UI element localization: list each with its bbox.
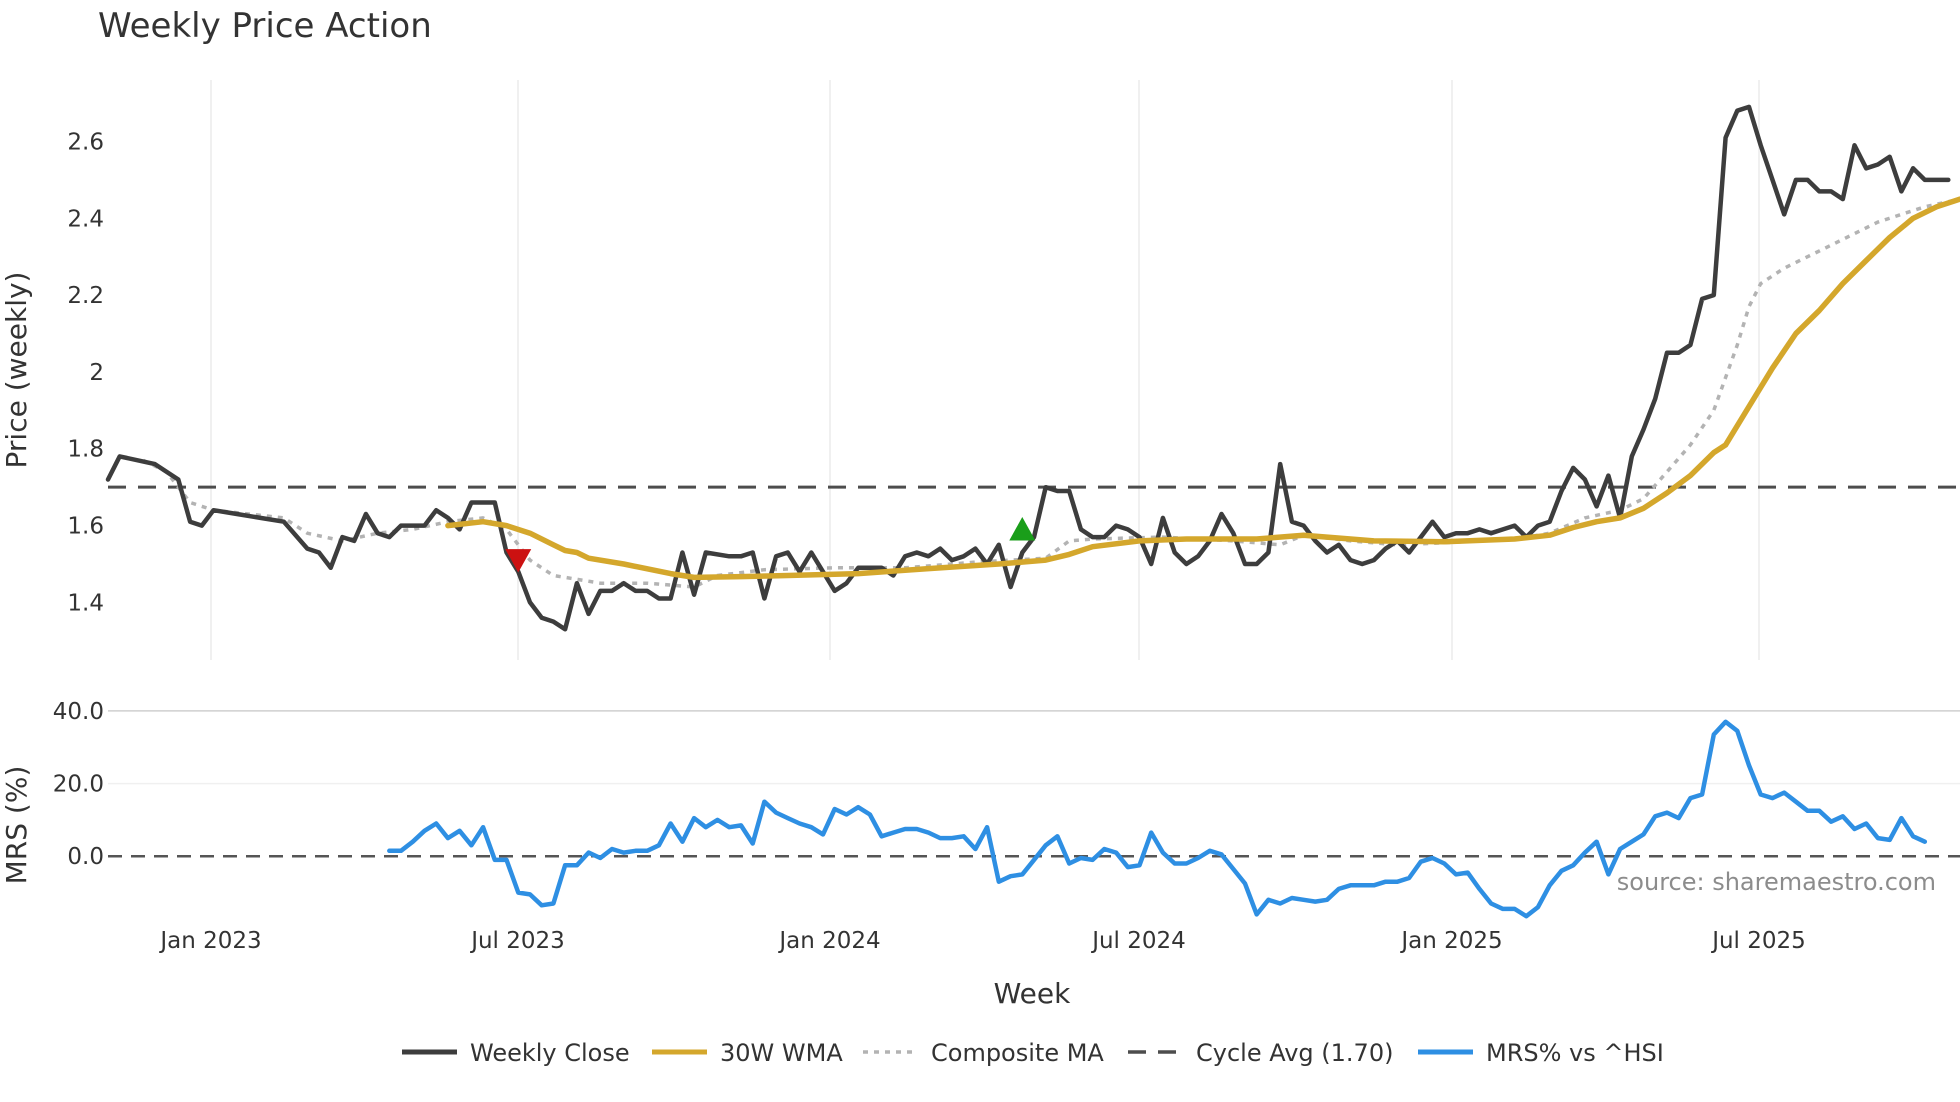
price-y-tick-label: 2.6 (67, 129, 104, 155)
chart-title: Weekly Price Action (98, 6, 432, 46)
x-tick-label: Jan 2024 (777, 928, 880, 954)
x-tick-label: Jul 2024 (1090, 928, 1186, 954)
mrs-y-tick-label: 20.0 (53, 772, 104, 798)
buy-signal-marker (1009, 517, 1036, 541)
price-y-tick-label: 1.8 (67, 437, 104, 463)
wma-30w-line (445, 196, 1960, 581)
source-note: source: sharemaestro.com (1617, 868, 1936, 896)
weekly-close-line (105, 104, 1951, 632)
price-y-axis-title: Price (weekly) (0, 272, 33, 469)
sell-signal-marker (505, 549, 532, 573)
mrs-line (387, 719, 1928, 919)
legend-label: Cycle Avg (1.70) (1196, 1039, 1393, 1067)
mrs-y-axis-title: MRS (%) (0, 766, 33, 885)
price-series (105, 104, 1960, 632)
axis-ticks: 1.4 1.6 1.8 2 2.2 2.4 2.6 0.0 20.0 40.0 Jan 2023 Ju… (53, 129, 1806, 954)
legend-label: MRS% vs ^HSI (1486, 1039, 1664, 1067)
price-y-tick-label: 2.4 (67, 206, 104, 232)
mrs-series (108, 719, 1960, 919)
legend-label: Weekly Close (470, 1039, 630, 1067)
price-y-tick-label: 1.6 (67, 514, 104, 540)
legend-label: 30W WMA (720, 1039, 843, 1067)
legend-label: Composite MA (931, 1039, 1104, 1067)
mrs-y-tick-label: 40.0 (53, 699, 104, 725)
mrs-y-tick-label: 0.0 (67, 844, 104, 870)
x-tick-label: Jan 2023 (158, 928, 261, 954)
price-y-tick-label: 2.2 (67, 283, 104, 309)
x-tick-label: Jan 2025 (1399, 928, 1502, 954)
legend: Weekly Close 30W WMA Composite MA Cycle Avg… (402, 1039, 1664, 1067)
x-tick-label: Jul 2025 (1710, 928, 1806, 954)
price-y-tick-label: 1.4 (67, 590, 104, 616)
price-gridlines (210, 80, 1760, 660)
price-y-tick-label: 2 (89, 360, 104, 386)
composite-ma-line (142, 197, 1960, 589)
x-axis-title: Week (994, 977, 1071, 1010)
mrs-gridlines (108, 710, 1960, 785)
x-tick-label: Jul 2023 (469, 928, 565, 954)
